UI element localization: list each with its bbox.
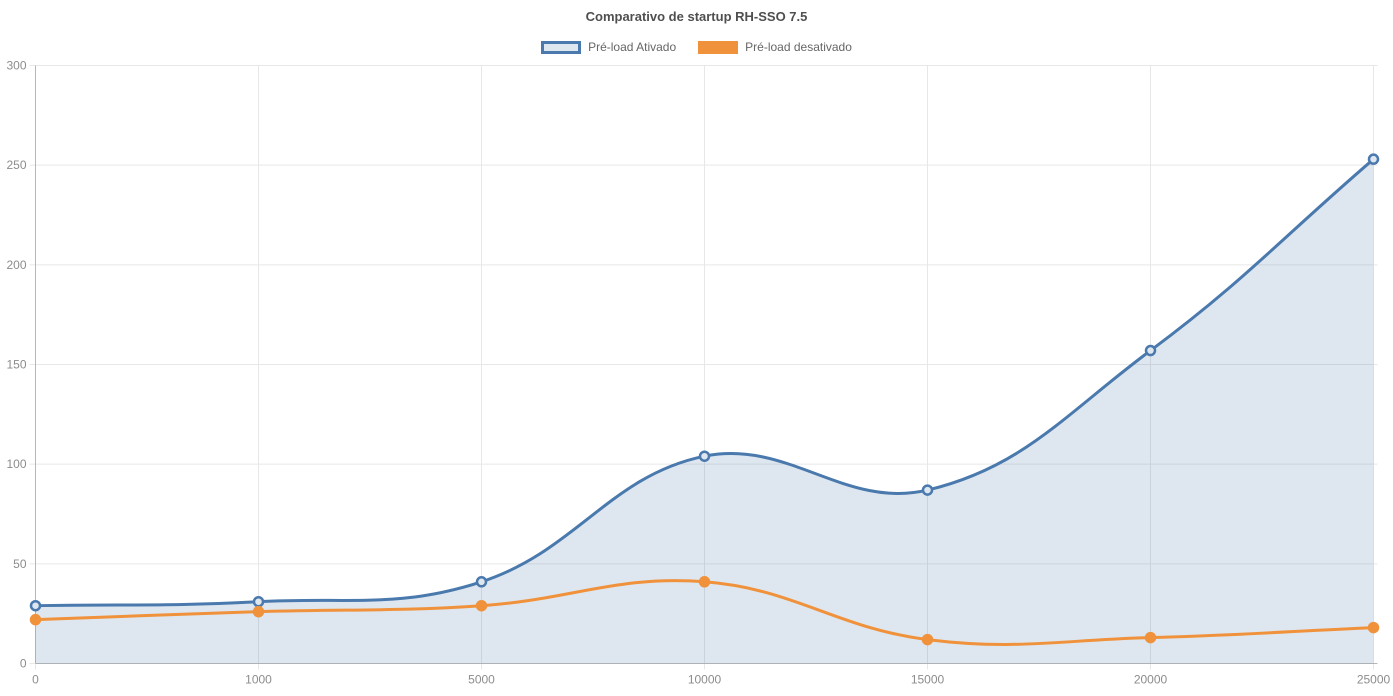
legend-swatch-preload-desativado	[698, 40, 739, 54]
legend-label-preload-ativado: Pré-load Ativado	[588, 40, 677, 54]
svg-text:15000: 15000	[911, 673, 945, 687]
svg-text:5000: 5000	[468, 673, 495, 687]
legend-item-preload-ativado[interactable]: Pré-load Ativado	[541, 40, 676, 54]
svg-text:200: 200	[6, 258, 26, 272]
svg-text:25000: 25000	[1357, 673, 1391, 687]
svg-text:10000: 10000	[688, 673, 722, 687]
svg-text:0: 0	[20, 657, 27, 671]
svg-text:20000: 20000	[1134, 673, 1168, 687]
legend-swatch-preload-ativado	[541, 40, 582, 54]
svg-text:100: 100	[6, 457, 26, 471]
svg-text:0: 0	[32, 673, 39, 687]
chart-legend: Pré-load Ativado Pré-load desativado	[0, 40, 1393, 54]
chart-title: Comparativo de startup RH-SSO 7.5	[585, 9, 808, 24]
svg-text:300: 300	[6, 59, 26, 73]
svg-text:250: 250	[6, 158, 26, 172]
svg-text:150: 150	[6, 358, 26, 372]
svg-text:1000: 1000	[245, 673, 272, 687]
legend-item-preload-desativado[interactable]: Pré-load desativado	[698, 40, 852, 54]
legend-label-preload-desativado: Pré-load desativado	[745, 40, 852, 54]
svg-text:50: 50	[13, 557, 27, 571]
